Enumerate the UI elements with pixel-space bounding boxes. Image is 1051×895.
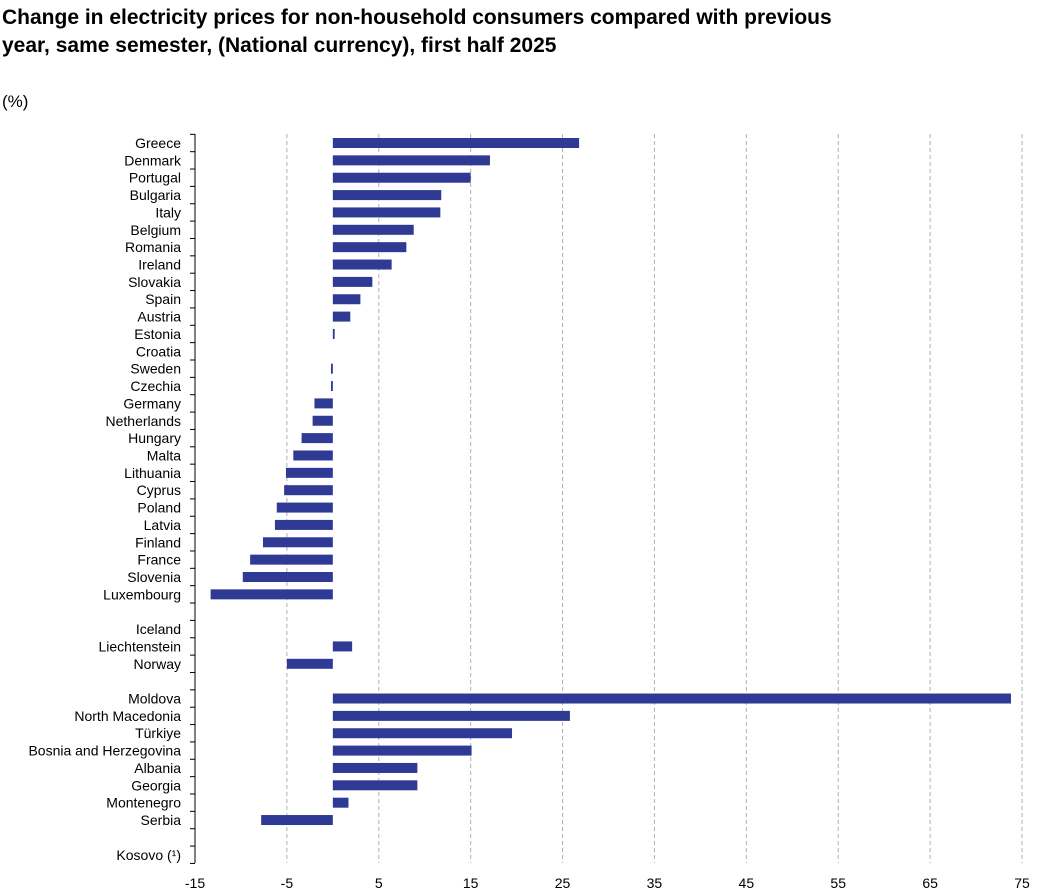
category-label: Estonia [134,326,181,342]
bar [274,519,333,530]
category-label: Germany [123,395,181,411]
bar [210,589,333,600]
category-label: Finland [135,534,181,550]
category-label: Austria [137,309,181,325]
bar [332,693,1011,704]
bar [332,242,407,253]
bar [332,190,442,201]
bar [332,172,471,183]
bar [332,224,414,235]
bar [314,398,333,409]
category-label: North Macedonia [74,708,181,724]
x-tick-label: -15 [185,875,205,891]
category-label: Latvia [144,517,182,533]
category-label: Bulgaria [130,187,182,203]
x-tick-label: -5 [281,875,294,891]
bar [332,259,392,270]
category-label: Czechia [130,378,181,394]
category-label: Portugal [129,170,181,186]
bar [250,554,333,565]
bar [286,658,333,669]
bar [312,415,333,426]
category-label: Georgia [131,777,181,793]
category-label: Romania [125,239,181,255]
x-tick-label: 75 [1014,875,1030,891]
bar [332,328,335,339]
bar [261,815,333,826]
category-label: Ireland [138,257,181,273]
category-label: Slovakia [128,274,181,290]
category-label: Slovenia [127,569,181,585]
category-label: Sweden [130,361,181,377]
bar [332,797,349,808]
category-label: Luxembourg [103,586,181,602]
bar [285,467,333,478]
x-tick-label: 5 [375,875,383,891]
unit-label: (%) [2,92,29,111]
bar [284,485,333,496]
category-label: Croatia [136,343,181,359]
bar [330,381,333,392]
category-label: Italy [155,204,181,220]
bar [332,155,490,166]
category-label: Cyprus [137,482,181,498]
category-label: Greece [135,135,181,151]
bar [332,745,472,756]
category-label: France [137,552,181,568]
category-label: Norway [134,656,181,672]
category-label: Lithuania [124,465,181,481]
category-label: Albania [134,760,181,776]
category-label: Montenegro [106,795,181,811]
category-label: Liechtenstein [98,638,181,654]
bar [332,294,361,305]
category-label: Denmark [124,152,182,168]
bar [293,450,333,461]
x-tick-label: 35 [647,875,663,891]
x-tick-label: 25 [555,875,571,891]
bar [332,641,353,652]
category-label: Netherlands [106,413,182,429]
bar [301,433,333,444]
bar [332,311,351,322]
bar [332,710,570,721]
bar [332,276,373,287]
category-label: Malta [147,447,181,463]
bar [276,502,333,513]
category-label: Türkiye [135,725,181,741]
bar [332,728,513,739]
category-label: Poland [137,500,181,516]
category-label: Belgium [130,222,181,238]
category-label: Iceland [136,621,181,637]
x-tick-label: 45 [739,875,755,891]
x-tick-label: 55 [830,875,846,891]
bar [332,138,580,148]
bar [242,572,333,582]
category-label: Kosovo (¹) [116,847,181,863]
bar [332,207,441,218]
x-tick-label: 15 [463,875,479,891]
bar [332,780,418,791]
category-label: Bosnia and Herzegovina [28,743,181,759]
bar [330,363,333,374]
bar [332,762,418,773]
x-tick-label: 65 [922,875,938,891]
chart-title: Change in electricity prices for non-hou… [2,6,832,57]
bar [262,537,333,548]
category-label: Hungary [128,430,181,446]
category-label: Moldova [128,691,181,707]
category-label: Serbia [141,812,182,828]
category-label: Spain [145,291,181,307]
